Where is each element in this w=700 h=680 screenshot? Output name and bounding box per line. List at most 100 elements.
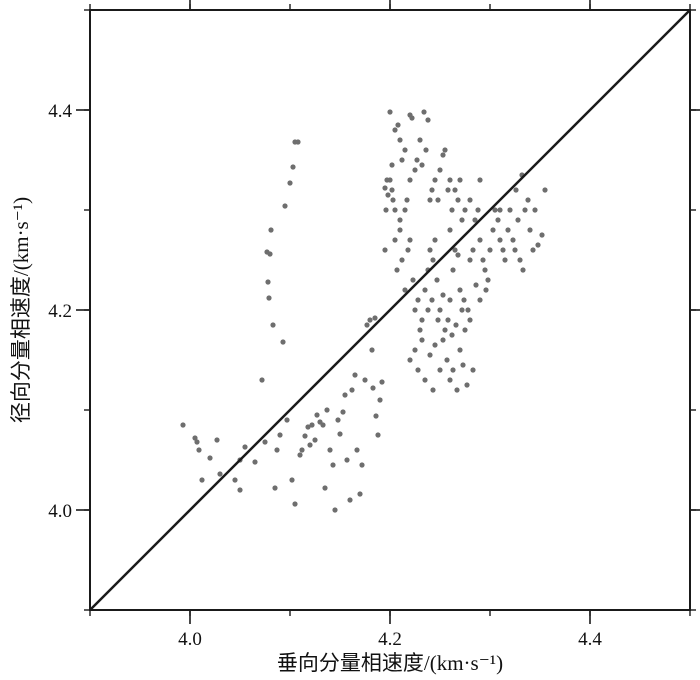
data-point [525, 197, 531, 203]
data-point [539, 232, 545, 238]
data-point [372, 315, 378, 321]
data-point [349, 387, 355, 393]
data-point [467, 257, 473, 263]
data-point [472, 217, 478, 223]
data-point [432, 237, 438, 243]
x-tick-label: 4.2 [378, 629, 402, 650]
data-point [530, 247, 536, 253]
data-point [347, 497, 353, 503]
data-point [389, 187, 395, 193]
data-point [330, 462, 336, 468]
x-axis-label: 垂向分量相速度/(km·s⁻¹) [277, 651, 503, 675]
data-point [437, 167, 443, 173]
plot-frame [89, 9, 691, 611]
data-point [492, 207, 498, 213]
data-point [262, 439, 268, 445]
data-point [402, 287, 408, 293]
data-point [465, 307, 471, 313]
data-point [290, 164, 296, 170]
data-point [312, 437, 318, 443]
y-tick-label: 4.2 [48, 301, 72, 322]
data-point [199, 477, 205, 483]
data-point [505, 227, 511, 233]
data-point [397, 137, 403, 143]
data-point [232, 477, 238, 483]
data-point [457, 287, 463, 293]
data-point [527, 227, 533, 233]
data-point [259, 377, 265, 383]
data-point [397, 227, 403, 233]
data-point [324, 407, 330, 413]
data-point [473, 282, 479, 288]
data-point [309, 422, 315, 428]
data-point [542, 187, 548, 193]
data-point [392, 207, 398, 213]
data-point [460, 362, 466, 368]
data-point [520, 267, 526, 273]
data-point [414, 157, 420, 163]
data-point [487, 247, 493, 253]
data-point [415, 297, 421, 303]
data-point [192, 435, 198, 441]
data-point [357, 491, 363, 497]
data-point [335, 417, 341, 423]
data-point [462, 207, 468, 213]
data-point [407, 237, 413, 243]
data-point [470, 367, 476, 373]
data-point [270, 322, 276, 328]
data-point [421, 109, 427, 115]
data-point [392, 237, 398, 243]
data-point [207, 455, 213, 461]
data-point [440, 152, 446, 158]
data-point [284, 417, 290, 423]
data-point [464, 382, 470, 388]
data-point [295, 139, 301, 145]
data-point [419, 162, 425, 168]
data-point [437, 307, 443, 313]
data-point [522, 207, 528, 213]
data-point [180, 422, 186, 428]
data-point [390, 197, 396, 203]
data-point [272, 485, 278, 491]
data-point [332, 507, 338, 513]
data-point [409, 115, 415, 121]
data-point [417, 327, 423, 333]
data-point [322, 485, 328, 491]
data-point [412, 307, 418, 313]
data-point [459, 217, 465, 223]
data-point [500, 247, 506, 253]
data-point [415, 367, 421, 373]
data-point [475, 207, 481, 213]
data-point [454, 387, 460, 393]
data-point [387, 109, 393, 115]
data-point [307, 442, 313, 448]
data-point [267, 251, 273, 257]
y-axis-label: 径向分量相速度/(km·s⁻¹) [9, 197, 33, 423]
data-point [470, 247, 476, 253]
data-point [362, 377, 368, 383]
data-point [342, 392, 348, 398]
data-point [299, 447, 305, 453]
data-point [452, 187, 458, 193]
major-ticks [76, 0, 700, 624]
data-point [320, 422, 326, 428]
data-point [430, 387, 436, 393]
data-point [379, 379, 385, 385]
data-point [382, 185, 388, 191]
data-point [407, 177, 413, 183]
data-point [385, 192, 391, 198]
x-tick-labels: 4.0 4.2 4.4 [178, 629, 602, 650]
data-point [302, 433, 308, 439]
data-point [449, 207, 455, 213]
data-point [344, 457, 350, 463]
data-point [314, 412, 320, 418]
data-point [382, 247, 388, 253]
data-point [477, 297, 483, 303]
data-point [383, 207, 389, 213]
data-point [282, 203, 288, 209]
data-point [457, 177, 463, 183]
data-point [417, 137, 423, 143]
data-point [477, 177, 483, 183]
data-point [367, 317, 373, 323]
data-point [459, 307, 465, 313]
